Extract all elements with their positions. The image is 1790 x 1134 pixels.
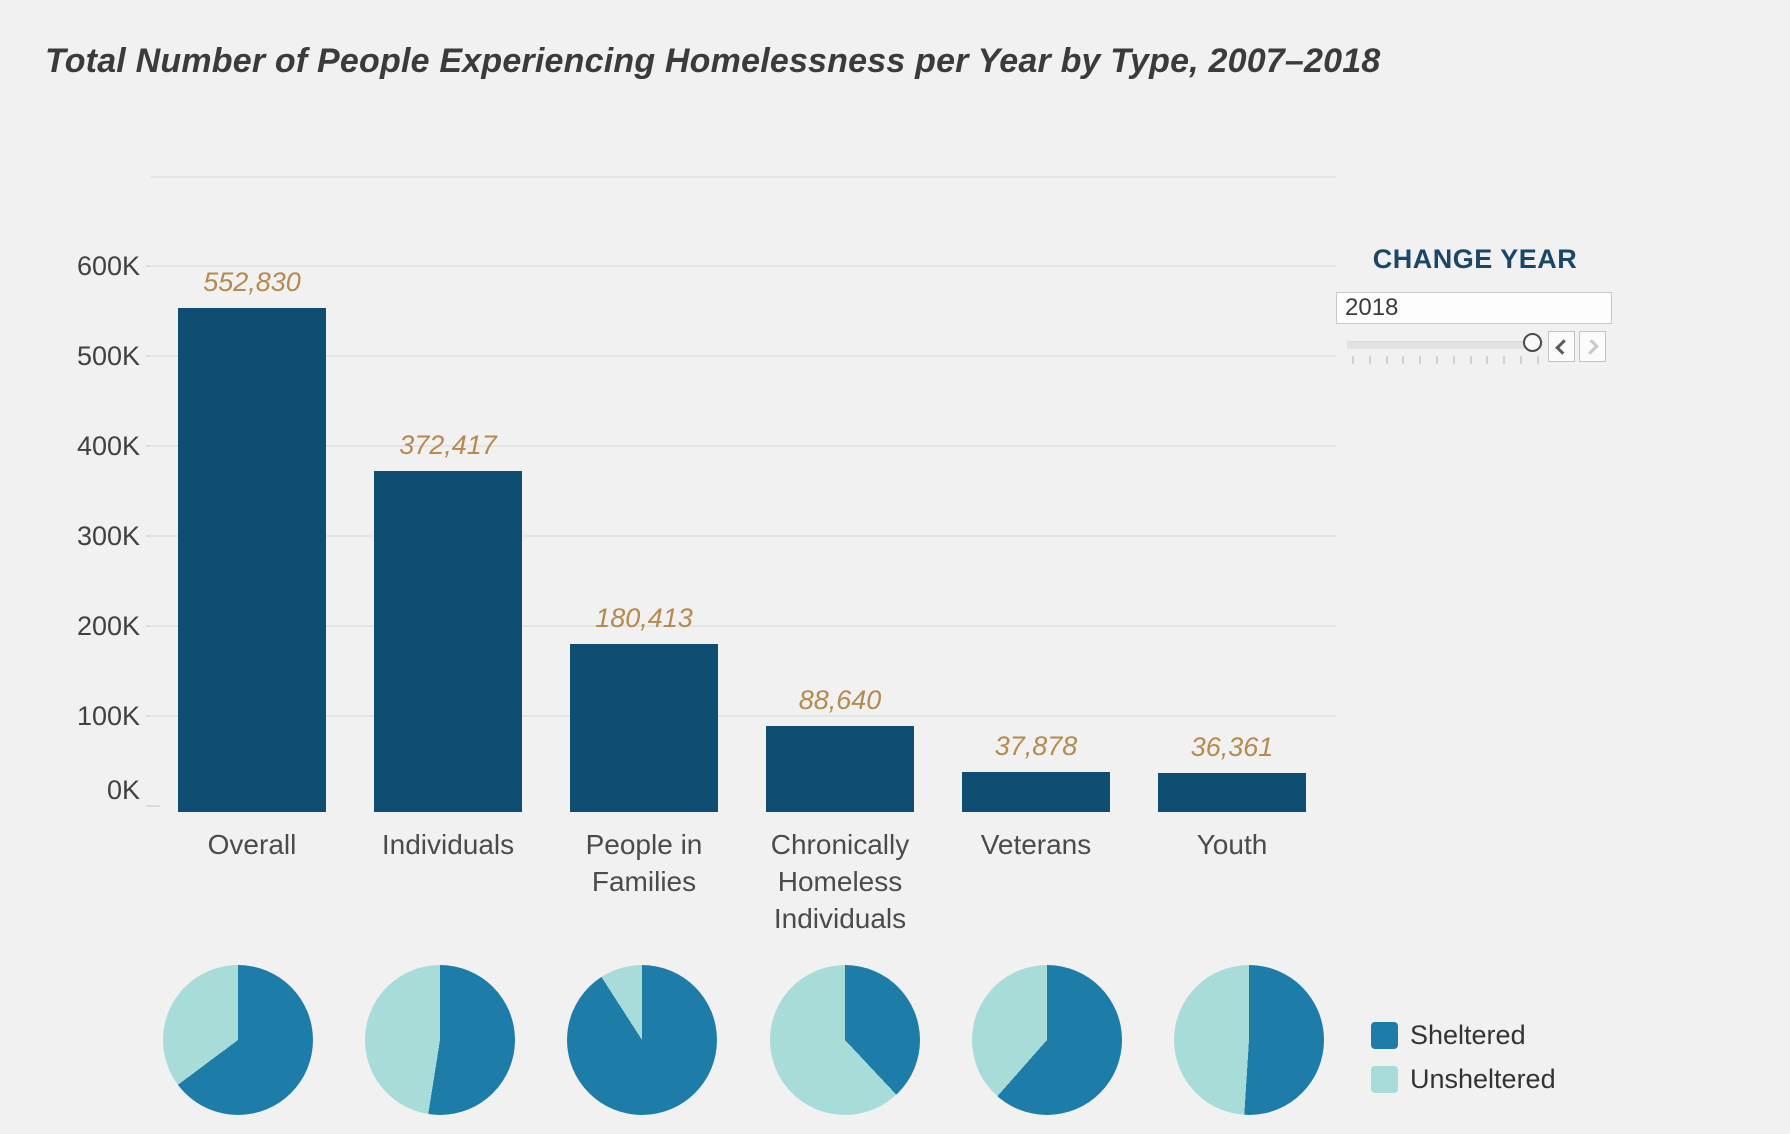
pie-people-in-families[interactable] — [567, 965, 717, 1115]
y-axis-label: 200K — [76, 611, 140, 641]
change-year-title: CHANGE YEAR — [1372, 244, 1578, 274]
legend-item-unsheltered[interactable]: Unsheltered — [1371, 1064, 1556, 1095]
pie-chronically-homeless-individuals[interactable] — [770, 965, 920, 1115]
year-tick — [1520, 356, 1522, 364]
year-tick — [1469, 356, 1472, 364]
previous-year-button[interactable] — [1548, 331, 1575, 362]
gridline — [150, 625, 1336, 627]
chevron-right-icon — [1583, 338, 1599, 355]
gridline — [150, 355, 1336, 357]
y-axis-label: 300K — [76, 521, 140, 551]
bar-value-individuals: 372,417 — [399, 429, 497, 460]
category-label-overall: Overall — [207, 829, 297, 860]
bar-people-in-families[interactable] — [570, 643, 718, 812]
year-tick — [1385, 356, 1388, 364]
pie-individuals[interactable] — [365, 965, 515, 1115]
gridline — [150, 265, 1336, 267]
gridline — [150, 535, 1336, 537]
year-slider-track[interactable] — [1347, 341, 1543, 349]
legend-label-unsheltered: Unsheltered — [1410, 1064, 1556, 1094]
bar-individuals[interactable] — [374, 470, 522, 812]
plot-top-border — [151, 176, 1336, 178]
pie-overall[interactable] — [163, 965, 313, 1115]
bar-value-veterans: 37,878 — [994, 730, 1078, 761]
y-axis-label: 400K — [76, 431, 140, 461]
bar-value-youth: 36,361 — [1190, 732, 1274, 763]
category-label-individuals: Individuals — [381, 829, 515, 860]
bar-overall[interactable] — [178, 308, 326, 812]
bar-value-chronically-homeless-individuals: 88,640 — [798, 685, 882, 716]
year-tick — [1486, 356, 1489, 364]
bar-veterans[interactable] — [962, 771, 1110, 812]
bar-chronically-homeless-individuals[interactable] — [766, 726, 914, 812]
category-label-youth: Youth — [1196, 829, 1268, 860]
year-tick — [1352, 356, 1354, 364]
legend: Sheltered Unsheltered — [1371, 1020, 1556, 1108]
next-year-button[interactable] — [1579, 331, 1606, 362]
pie-youth[interactable] — [1174, 965, 1324, 1115]
category-label-veterans: Veterans — [980, 829, 1092, 860]
category-label-chronically-homeless-individuals: Chronically Homeless Individuals — [770, 829, 910, 934]
y-axis-label: 600K — [76, 251, 140, 281]
pie-veterans[interactable] — [972, 965, 1122, 1115]
legend-label-sheltered: Sheltered — [1410, 1020, 1526, 1050]
gridline — [150, 715, 1336, 717]
year-input[interactable] — [1336, 292, 1612, 324]
page-title: Total Number of People Experiencing Home… — [45, 42, 1381, 80]
year-tick — [1436, 356, 1438, 364]
year-slider-handle[interactable] — [1523, 333, 1542, 352]
bar-youth[interactable] — [1158, 773, 1306, 812]
year-tick — [1536, 356, 1539, 364]
y-axis-label: 100K — [76, 701, 140, 731]
year-tick — [1452, 356, 1455, 364]
gridline — [150, 445, 1336, 447]
chevron-left-icon — [1555, 338, 1571, 355]
year-tick — [1503, 356, 1506, 364]
bar-value-people-in-families: 180,413 — [595, 602, 693, 633]
sheltered-swatch — [1371, 1022, 1398, 1049]
bar-value-overall: 552,830 — [203, 267, 301, 298]
y-axis-tick — [146, 805, 160, 807]
y-axis-label: 0K — [106, 775, 140, 805]
y-axis-label: 500K — [76, 341, 140, 371]
unsheltered-swatch — [1371, 1066, 1398, 1093]
legend-item-sheltered[interactable]: Sheltered — [1371, 1020, 1556, 1051]
category-label-people-in-families: People in Families — [585, 829, 703, 897]
year-tick — [1368, 356, 1371, 364]
year-tick — [1419, 356, 1422, 364]
year-tick — [1402, 356, 1405, 364]
